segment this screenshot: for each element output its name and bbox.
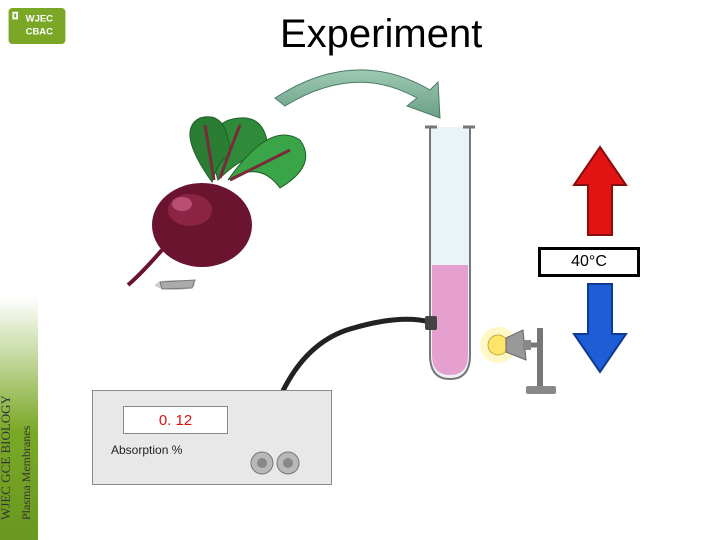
page-title: Experiment [280, 12, 482, 57]
beetroot-icon [120, 110, 320, 310]
absorption-value: 0. 12 [159, 412, 192, 429]
wjec-logo: WJEC CBAC [8, 8, 66, 44]
absorption-reading: 0. 12 [123, 406, 228, 434]
svg-text:CBAC: CBAC [26, 27, 54, 38]
lamp-icon [478, 320, 568, 400]
up-arrow-icon[interactable] [570, 145, 630, 240]
colorimeter-box: 0. 12 Absorption % [92, 390, 332, 485]
svg-text:WJEC: WJEC [26, 13, 54, 24]
temperature-display: 40°C [538, 247, 640, 277]
absorption-label: Absorption % [111, 443, 182, 457]
sidebar-topic-label: Plasma Membranes [19, 426, 34, 520]
meter-knobs-icon [248, 449, 308, 477]
temperature-value: 40°C [571, 253, 607, 271]
sidebar-course-label: WJEC GCE BIOLOGY [0, 395, 14, 520]
down-arrow-icon[interactable] [570, 280, 630, 375]
